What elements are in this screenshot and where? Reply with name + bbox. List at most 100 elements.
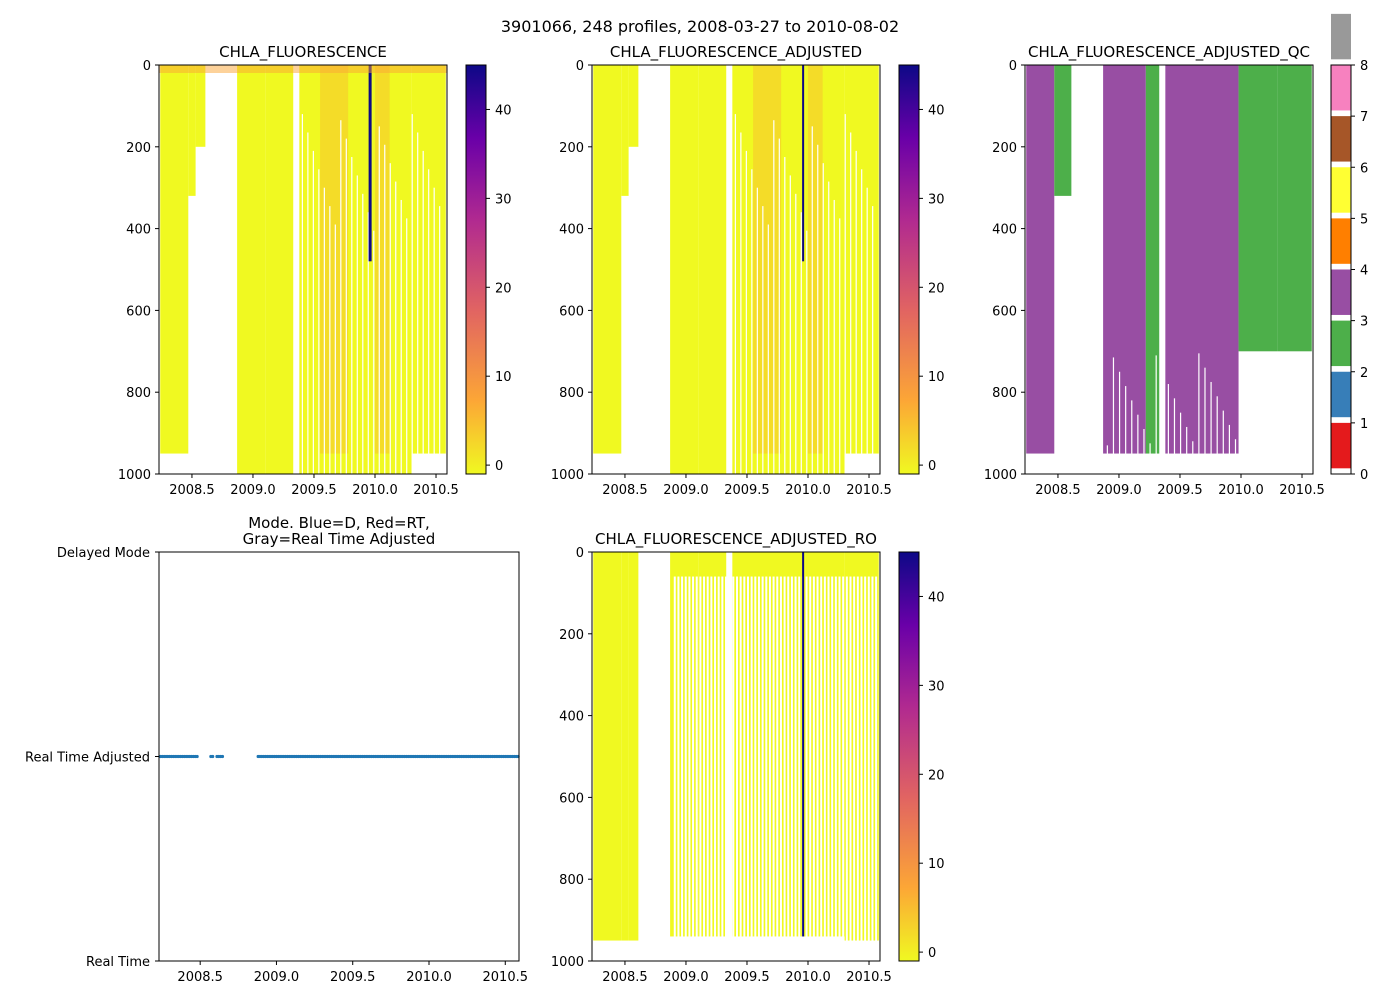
- profile-block: [593, 552, 622, 941]
- qc-segment: [1054, 65, 1072, 196]
- profile-gap: [714, 576, 717, 986]
- profile-gap: [823, 576, 826, 986]
- profile-block: [628, 65, 639, 147]
- qc-segment: [1026, 65, 1055, 454]
- profile-block: [628, 552, 639, 941]
- mode-point: [220, 754, 225, 759]
- profile-gap: [736, 576, 738, 986]
- profile-gap: [706, 576, 709, 986]
- colorbar-swatch: [1331, 371, 1351, 418]
- profile-block: [265, 65, 294, 474]
- colorbar-tick-label: 20: [928, 281, 945, 296]
- profile-gap: [871, 576, 874, 986]
- y-tick-label: 800: [559, 873, 584, 888]
- qc-segment: [1165, 65, 1239, 454]
- profile-gap: [768, 576, 771, 986]
- y-tick-label: 1000: [118, 468, 151, 483]
- profile-gap: [754, 576, 757, 986]
- high-value-stripe: [802, 552, 805, 937]
- profile-gap: [710, 576, 713, 986]
- colorbar-frame: [898, 64, 920, 475]
- panel-mode: Mode. Blue=D, Red=RT,Gray=Real Time Adju…: [25, 514, 528, 985]
- profile-gap: [673, 576, 676, 986]
- profile-gap: [677, 576, 680, 986]
- elevated-band: [808, 65, 823, 454]
- x-tick-label: 2009.0: [230, 483, 276, 498]
- x-tick-label: 2010.0: [406, 970, 452, 985]
- colorbar-swatch: [1331, 320, 1351, 367]
- profile-gap: [717, 576, 720, 986]
- colorbar-frame: [898, 551, 920, 962]
- profile-gap: [334, 224, 336, 634]
- profile-gap: [795, 193, 797, 603]
- colorbar-tick-label: 10: [928, 857, 945, 872]
- plot-frame: [1024, 64, 1314, 475]
- qc-segment: [1238, 65, 1278, 352]
- colorbar-tick-label: 0: [495, 459, 503, 474]
- profile-gap: [773, 120, 775, 530]
- plot-frame: [591, 64, 881, 475]
- profile-gap: [806, 230, 808, 640]
- colorbar-tick-label: 30: [495, 192, 512, 207]
- y-tick-label: Real Time: [86, 955, 150, 970]
- profile-gap: [740, 132, 742, 542]
- y-tick-label: 1000: [551, 468, 584, 483]
- mode-point: [195, 754, 199, 759]
- profile-block: [732, 65, 806, 474]
- profile-gap: [772, 576, 775, 986]
- plot-area: [159, 65, 447, 640]
- colorbar-tick-label: 40: [495, 103, 512, 118]
- profile-gap: [684, 576, 687, 986]
- profile-gap: [1118, 371, 1121, 781]
- y-tick-label: 400: [559, 223, 584, 238]
- profile-gap: [439, 206, 441, 616]
- profile-block: [593, 65, 622, 454]
- qc-segment: [1145, 65, 1160, 454]
- profile-gap: [816, 576, 819, 986]
- plot-frame: [158, 551, 520, 962]
- profile-block: [621, 65, 629, 196]
- profile-gap: [1271, 422, 1273, 832]
- profile-gap: [703, 576, 706, 986]
- profile-gap: [1247, 365, 1249, 775]
- profile-gap: [1179, 412, 1182, 822]
- y-tick-label: 400: [126, 223, 151, 238]
- x-tick-label: 2009.5: [330, 970, 376, 985]
- profile-gap: [1125, 386, 1127, 796]
- profile-gap: [765, 576, 768, 986]
- profile-gap: [373, 230, 375, 640]
- profile-gap: [1234, 439, 1237, 849]
- profile-gap: [875, 576, 878, 986]
- y-tick-label: 400: [992, 223, 1017, 238]
- y-tick-label: 0: [1009, 59, 1017, 74]
- profile-block: [670, 65, 699, 474]
- profile-gap: [833, 199, 835, 609]
- colorbar-tick-label: 30: [928, 192, 945, 207]
- x-tick-label: 2010.5: [846, 483, 892, 498]
- profile-gap: [1259, 394, 1261, 804]
- plot-frame: [158, 64, 448, 475]
- profile-gap: [805, 576, 808, 986]
- panels: CHLA_FLUORESCENCE 2008.5 2009.0 2009.5 2010.…: [25, 13, 1368, 986]
- profile-gap: [789, 175, 791, 585]
- profile-gap: [1241, 453, 1243, 863]
- plot-area: [1026, 65, 1312, 863]
- y-tick-label: 400: [559, 710, 584, 725]
- profile-gap: [307, 132, 309, 542]
- colorbar-tick-label: 0: [928, 946, 936, 961]
- profile-gap: [1204, 367, 1206, 777]
- profile-gap: [855, 150, 857, 560]
- profile-gap: [725, 576, 728, 986]
- profile-gap: [1161, 369, 1163, 779]
- y-tick-label: 800: [559, 386, 584, 401]
- x-tick-label: 2009.5: [291, 483, 337, 498]
- profile-gap: [345, 138, 347, 548]
- profile-gap: [1149, 443, 1151, 853]
- colorbar-tick-label: 20: [928, 768, 945, 783]
- profile-gap: [406, 218, 408, 628]
- profile-gap: [411, 114, 413, 524]
- profile-gap: [734, 114, 736, 524]
- x-tick-label: 2008.5: [1035, 483, 1081, 498]
- profile-gap: [787, 576, 790, 986]
- plot-area: [158, 754, 520, 759]
